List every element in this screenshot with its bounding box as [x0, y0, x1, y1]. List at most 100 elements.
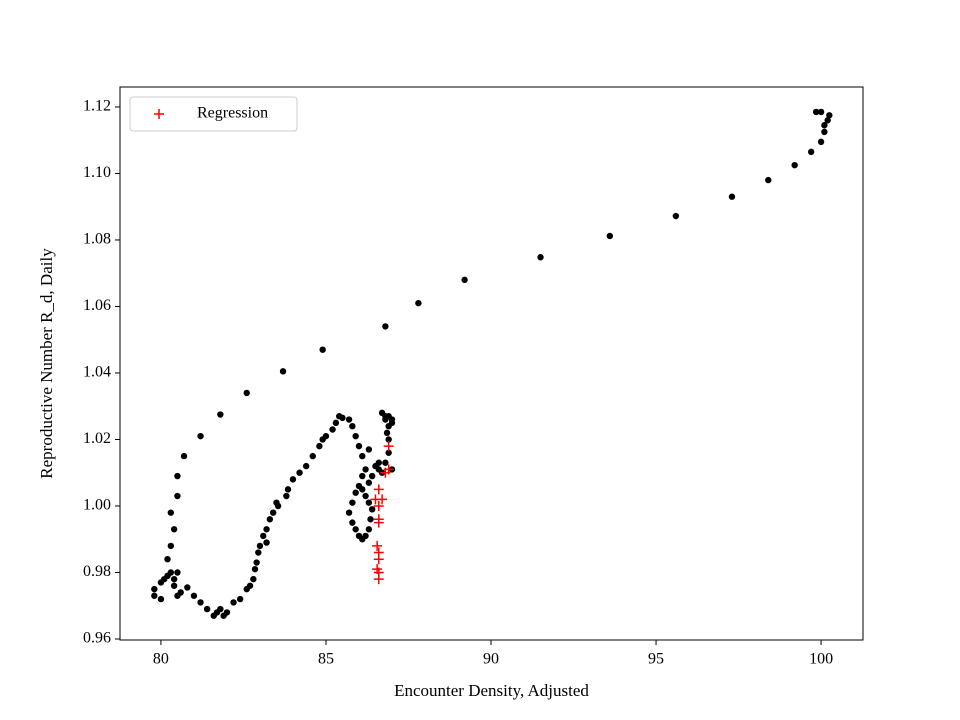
dot-point [256, 542, 264, 550]
dot-point [316, 442, 323, 450]
dot-point [791, 161, 798, 169]
dot-point [367, 516, 374, 523]
dot-point [302, 462, 310, 470]
dot-point [807, 148, 815, 156]
dot-point [382, 416, 389, 423]
x-tick-label: 90 [483, 651, 499, 668]
dot-point [817, 138, 825, 146]
dot-point [365, 479, 373, 486]
dot-point [243, 389, 250, 397]
dot-point [415, 299, 422, 307]
y-tick-label: 1.12 [83, 98, 111, 115]
legend-marker [154, 109, 164, 119]
dot-point [174, 569, 181, 576]
plus-point [372, 540, 383, 551]
dot-point [362, 466, 369, 473]
dot-point [250, 575, 257, 583]
dot-point [174, 492, 181, 500]
dot-point [359, 472, 366, 480]
x-tick-label: 80 [153, 651, 169, 668]
dot-point [826, 112, 833, 119]
y-axis-label: Reproductive Number R_d, Daily [37, 248, 56, 479]
dot-point [359, 452, 366, 460]
dot-point [821, 128, 828, 136]
dot-point [362, 532, 369, 540]
dot-point [170, 582, 178, 589]
y-tick-label: 1.02 [83, 430, 111, 447]
dot-point [349, 499, 356, 506]
dot-point [345, 416, 353, 423]
dot-point [339, 414, 346, 422]
dot-point [296, 469, 303, 476]
dot-point [217, 411, 224, 418]
dot-point [352, 489, 359, 496]
dot-point [180, 452, 188, 460]
dot-point [382, 323, 389, 330]
dot-point [251, 565, 259, 573]
y-tick-label: 0.98 [83, 563, 111, 580]
dot-point [537, 254, 544, 261]
plus-point [373, 500, 384, 511]
dot-point [385, 436, 392, 443]
dot-point [260, 532, 267, 540]
dot-point [289, 476, 297, 483]
dot-point [385, 449, 392, 456]
dot-point [151, 585, 158, 593]
dot-point [821, 122, 828, 129]
dot-point [184, 584, 191, 591]
dot-point [217, 605, 224, 613]
dot-point [383, 429, 391, 437]
dot-point [236, 595, 244, 603]
legend-box [129, 96, 298, 132]
dot-point [255, 549, 262, 556]
dot-point [368, 472, 376, 480]
dot-point [322, 432, 330, 440]
dot-point [284, 486, 292, 493]
dot-point [266, 516, 274, 523]
dot-point [329, 426, 336, 433]
y-tick-label: 1.08 [83, 231, 111, 248]
plus-point [383, 441, 394, 452]
plus-point [373, 554, 384, 565]
dot-point [170, 526, 178, 533]
dot-point [352, 526, 359, 533]
plus-point [377, 494, 388, 505]
dot-point [352, 432, 359, 440]
plot-frame [119, 86, 864, 641]
dot-point [349, 519, 356, 526]
dot-point [269, 509, 277, 516]
dot-point [253, 559, 260, 566]
dot-point [279, 368, 287, 375]
dot-point [203, 605, 211, 613]
plus-point [373, 484, 384, 495]
dot-point [765, 176, 772, 184]
dot-point [355, 442, 363, 450]
dot-point [365, 446, 373, 453]
dot-point [223, 609, 231, 616]
dot-point [319, 346, 326, 353]
dot-point [461, 276, 468, 284]
dot-point [345, 509, 353, 516]
y-tick-label: 1.10 [83, 164, 111, 181]
y-tick-label: 1.06 [83, 297, 111, 314]
dot-point [157, 595, 165, 603]
dot-point [274, 502, 282, 510]
dot-point [672, 212, 680, 220]
dot-point [174, 472, 181, 480]
legend-label: Regression [197, 105, 268, 122]
dot-point [230, 599, 237, 606]
dot-point [167, 542, 175, 550]
dot-point [728, 193, 736, 200]
x-tick-label: 100 [809, 651, 833, 668]
dot-point [246, 582, 254, 589]
y-tick-label: 1.00 [83, 497, 111, 514]
dot-point [606, 232, 614, 240]
x-axis-label: Encounter Density, Adjusted [394, 681, 589, 700]
dot-point [177, 589, 184, 596]
dot-point [197, 599, 204, 606]
dot-point [283, 492, 290, 500]
dot-point [263, 539, 270, 546]
legend: Regression [129, 96, 298, 132]
